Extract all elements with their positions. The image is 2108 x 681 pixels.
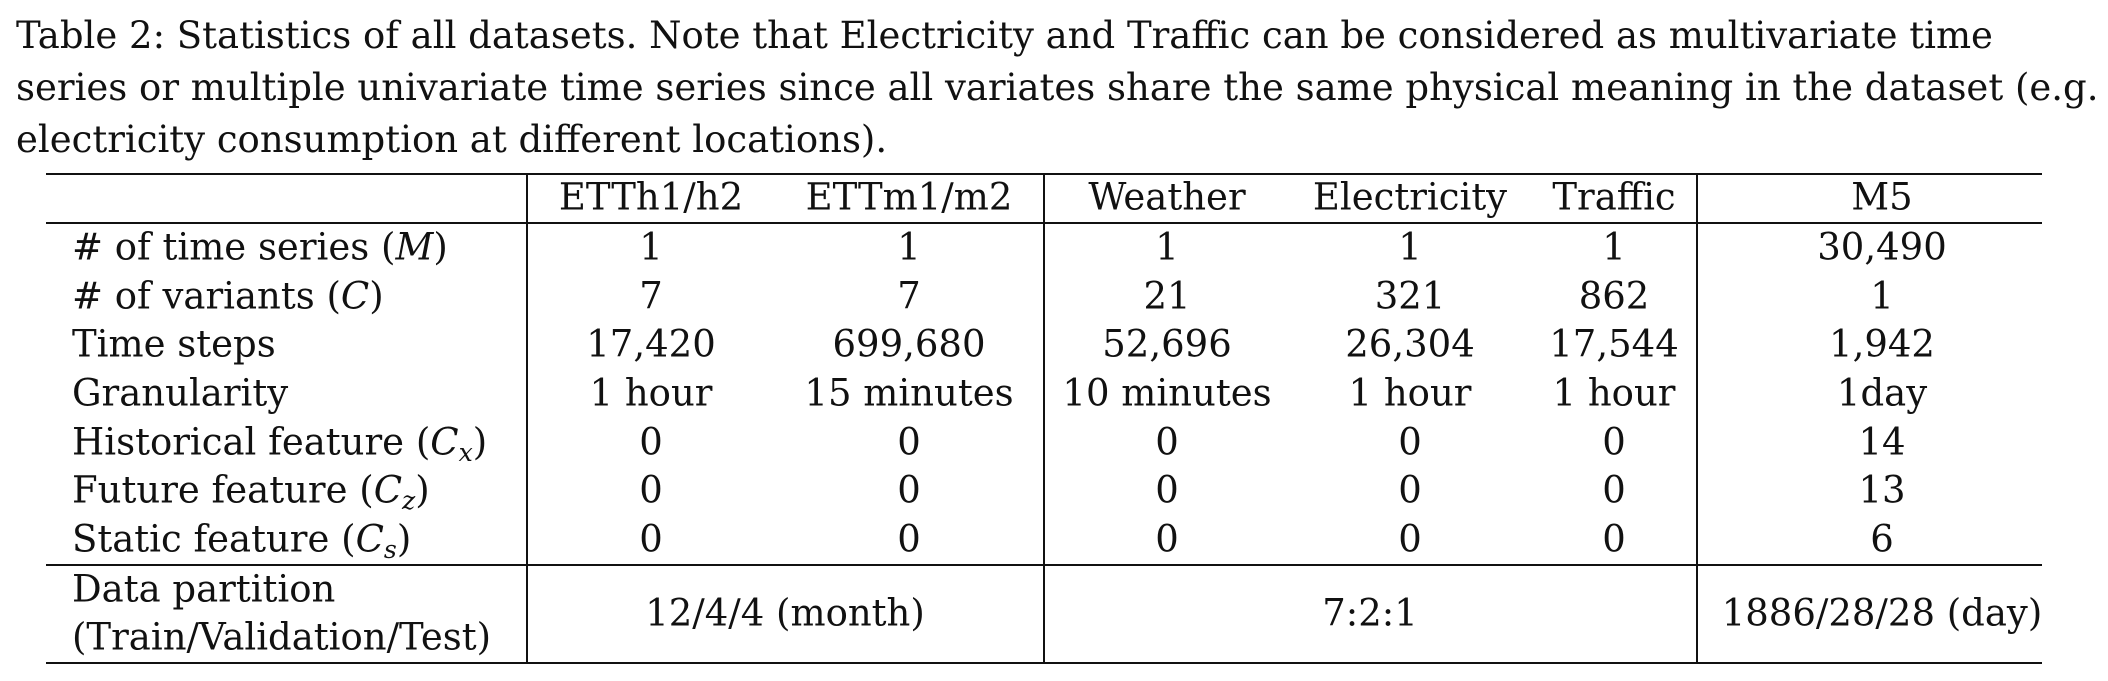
table-cell: 15 minutes	[804, 371, 1014, 415]
partition-m5: 1886/28/28 (day)	[1721, 591, 2043, 635]
table-cell: 0	[1155, 420, 1179, 464]
row-label-variants: # of variants (C)	[72, 274, 384, 318]
header-etth: ETTh1/h2	[558, 175, 744, 219]
table-cell: 30,490	[1817, 225, 1947, 269]
table-cell: 14	[1858, 420, 1906, 464]
vrule-m5	[1696, 173, 1698, 664]
table-cell: 0	[639, 517, 663, 561]
row-label-time-steps: Time steps	[72, 322, 276, 366]
row-label-time-series: # of time series (M)	[72, 225, 448, 269]
caption-line-1: Table 2: Statistics of all datasets. Not…	[16, 14, 1993, 57]
vrule-ett	[1043, 173, 1045, 664]
table-cell: 1 hour	[1348, 371, 1472, 415]
table-cell: 1 hour	[1552, 371, 1676, 415]
table-cell: 1,942	[1829, 322, 1935, 366]
table-cell: 10 minutes	[1062, 371, 1272, 415]
table-cell: 21	[1143, 274, 1191, 318]
table-cell: 0	[1155, 468, 1179, 512]
table-cell: 0	[1398, 517, 1422, 561]
table-cell: 0	[639, 420, 663, 464]
table-cell: 7	[639, 274, 663, 318]
table-cell: 862	[1578, 274, 1650, 318]
header-electricity: Electricity	[1312, 175, 1508, 219]
table-cell: 0	[897, 468, 921, 512]
table-cell: 0	[897, 420, 921, 464]
partition-label-line-2: (Train/Validation/Test)	[72, 615, 492, 659]
table-cell: 1	[1155, 225, 1179, 269]
table-cell: 0	[1602, 468, 1626, 512]
table-cell: 17,420	[586, 322, 716, 366]
caption-line-2: series or multiple univariate time serie…	[16, 66, 2099, 109]
table-caption: Table 2: Statistics of all datasets. Not…	[16, 10, 2099, 166]
table-cell: 52,696	[1102, 322, 1232, 366]
table-cell: 0	[1398, 468, 1422, 512]
table-cell: 0	[1155, 517, 1179, 561]
table-cell: 1	[1602, 225, 1626, 269]
table-cell: 699,680	[832, 322, 986, 366]
partition-weather-electricity-traffic: 7:2:1	[1322, 591, 1418, 635]
table-cell: 0	[1602, 420, 1626, 464]
vrule-label	[526, 173, 528, 664]
table-cell: 0	[639, 468, 663, 512]
table-cell: 13	[1858, 468, 1906, 512]
table-cell: 0	[1398, 420, 1422, 464]
partition-ett: 12/4/4 (month)	[645, 591, 925, 635]
row-label-historical-feature: Historical feature (Cx)	[72, 420, 488, 467]
table-cell: 1	[1398, 225, 1422, 269]
table-cell: 7	[897, 274, 921, 318]
table-cell: 17,544	[1549, 322, 1679, 366]
table-cell: 1 hour	[589, 371, 713, 415]
row-label-static-feature: Static feature (Cs)	[72, 517, 412, 564]
row-label-future-feature: Future feature (Cz)	[72, 468, 430, 515]
table-cell: 6	[1870, 517, 1894, 561]
header-traffic: Traffic	[1552, 175, 1676, 219]
header-ettm: ETTm1/m2	[805, 175, 1013, 219]
partition-label-line-1: Data partition	[72, 567, 336, 611]
table-cell: 1	[639, 225, 663, 269]
header-m5: M5	[1851, 175, 1913, 219]
header-weather: Weather	[1088, 175, 1246, 219]
table-cell: 1	[1870, 274, 1894, 318]
row-label-granularity: Granularity	[72, 371, 289, 415]
table-cell: 0	[897, 517, 921, 561]
caption-line-3: electricity consumption at different loc…	[16, 118, 888, 161]
table-cell: 1day	[1836, 371, 1928, 415]
table-cell: 0	[1602, 517, 1626, 561]
table-cell: 321	[1374, 274, 1446, 318]
table-cell: 26,304	[1345, 322, 1475, 366]
table-cell: 1	[897, 225, 921, 269]
